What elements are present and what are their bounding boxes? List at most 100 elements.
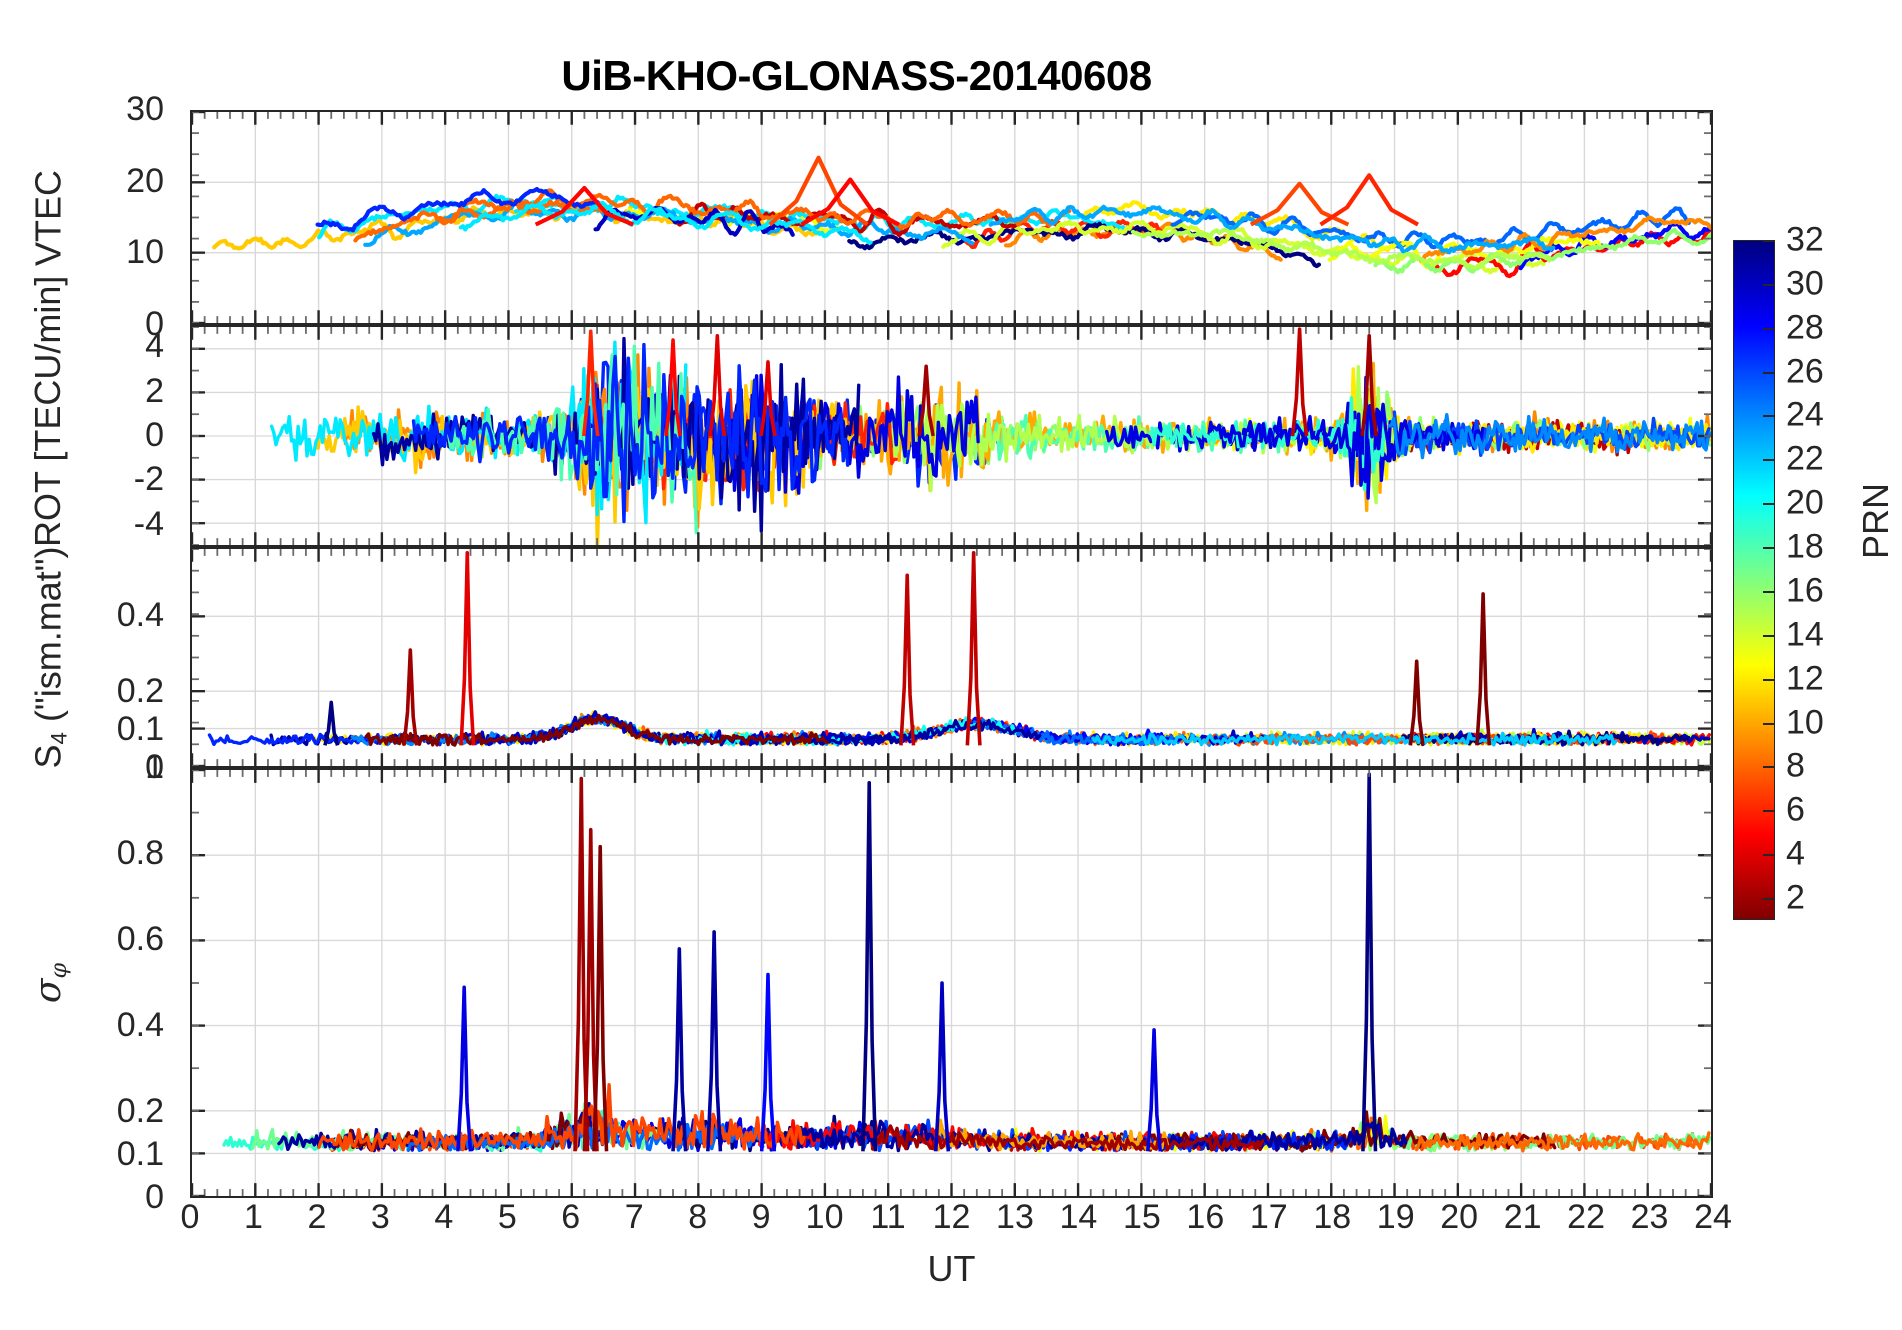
colorbar-tick-mark: [1763, 898, 1774, 901]
panel-rot-ylabel: ROT [TECU/min]: [27, 275, 68, 547]
prn-spike: [768, 155, 869, 227]
panel-sigmaphi: [190, 768, 1713, 1198]
x-axis-tick-labels: 0 1 2 3 4 5 6 7 8 9 10 11 12 13 14 15 16 17 18 19 20 21 22 23 24: [181, 1198, 1732, 1244]
prn-trace: [446, 344, 699, 535]
x-axis-tick-label: 23: [1630, 1198, 1669, 1236]
prn-spike: [861, 780, 878, 1152]
panel-vtec: [190, 110, 1713, 325]
prn-spike: [759, 360, 777, 437]
prn-spike: [1249, 181, 1350, 227]
figure-title: UiB-KHO-GLONASS-20140608: [561, 52, 1152, 99]
y-axis-tick-label: 1: [145, 748, 164, 786]
colorbar-tick-mark: [1763, 810, 1774, 813]
prn-trace: [988, 204, 1556, 255]
x-axis-tick-label: 20: [1440, 1198, 1479, 1236]
colorbar-tick-mark: [1763, 766, 1774, 769]
x-axis-tick-label: 12: [932, 1198, 971, 1236]
colorbar-tick-mark: [1763, 327, 1774, 330]
prn-trace: [411, 342, 850, 524]
y-axis-tick-label: 0.4: [116, 1006, 164, 1044]
prn-trace: [317, 1083, 806, 1153]
y-axis-tick-label: 2: [145, 371, 164, 410]
x-axis-tick-label: 7: [624, 1198, 644, 1236]
panel-plot-area: [192, 770, 1711, 1196]
prn-trace: [847, 221, 1322, 269]
grid-lines: [192, 112, 1711, 323]
prn-spike: [917, 364, 935, 437]
x-axis-tick-label: 24: [1694, 1198, 1732, 1236]
prn-spike: [1475, 592, 1492, 746]
prn-spike: [671, 947, 688, 1152]
colorbar-tick-label: 10: [1786, 703, 1824, 742]
colorbar-tick-label: 24: [1786, 395, 1824, 434]
prn-trace: [353, 198, 628, 243]
prn-trace: [1208, 402, 1485, 488]
x-axis-tick-label: 13: [996, 1198, 1034, 1236]
prn-spike: [1290, 327, 1309, 437]
prn-spike: [664, 338, 682, 437]
prn-spike: [1361, 772, 1378, 1152]
data-traces: [222, 772, 1711, 1153]
x-axis-tick-label: 8: [688, 1198, 708, 1236]
prn-spike: [323, 700, 340, 746]
x-axis-tick-label: 17: [1249, 1198, 1288, 1236]
prn-spike: [706, 930, 723, 1152]
colorbar-gradient: [1734, 241, 1774, 919]
x-axis-tick-label: 15: [1122, 1198, 1161, 1236]
colorbar-tick-mark: [1763, 415, 1774, 418]
panel-plot-area: [192, 112, 1711, 323]
x-axis-tick-label: 19: [1376, 1198, 1415, 1236]
panel-rot: [190, 325, 1713, 547]
prn-spike: [933, 981, 951, 1152]
tick-marks: [192, 327, 1711, 545]
prn-spike: [1408, 659, 1425, 746]
y-axis-tick-label: 0.2: [116, 1092, 164, 1130]
x-axis-tick-label: 1: [243, 1198, 263, 1236]
tick-marks: [192, 112, 1711, 323]
x-axis-tick-label: 2: [307, 1198, 327, 1236]
prn-spike: [965, 550, 982, 746]
colorbar-tick-label: 18: [1786, 527, 1824, 566]
prn-spike: [534, 185, 634, 227]
panel-s4: [190, 547, 1713, 768]
colorbar-tick-label: 30: [1786, 264, 1824, 303]
colorbar-tick-mark: [1763, 283, 1774, 286]
panel-s4-ylabel: S4 ("ism.mat"): [27, 546, 72, 768]
colorbar-tick-label: 2: [1786, 878, 1805, 917]
prn-trace: [1387, 413, 1711, 460]
y-axis-tick-label: 0.8: [116, 834, 164, 872]
colorbar-tick-mark: [1763, 678, 1774, 681]
prn-spike: [581, 329, 600, 437]
colorbar-tick-label: 20: [1786, 483, 1824, 522]
y-axis-tick-label: 0.4: [116, 595, 164, 634]
colorbar-tick-mark: [1763, 371, 1774, 374]
data-traces: [269, 327, 1711, 545]
x-axis-tick-label: 3: [370, 1198, 390, 1236]
colorbar-tick-mark: [1763, 547, 1774, 550]
colorbar-tick-label: 8: [1786, 746, 1805, 785]
colorbar-tick-label: 26: [1786, 352, 1824, 391]
colorbar-tick-mark: [1763, 503, 1774, 506]
prn-spike: [1319, 173, 1420, 227]
colorbar-tick-label: 4: [1786, 834, 1805, 873]
x-axis-tick-label: 11: [870, 1198, 906, 1236]
panel-rot-ytick-labels: 4 2 0 -2 -4: [0, 325, 178, 547]
prn-trace: [1414, 1131, 1711, 1153]
x-axis-tick-label: 22: [1567, 1198, 1605, 1236]
prn-spike: [1360, 333, 1378, 437]
x-axis-tick-label: 10: [805, 1198, 844, 1236]
tick-marks: [192, 549, 1711, 766]
tick-marks: [192, 770, 1711, 1196]
prn-trace: [364, 713, 829, 747]
prn-trace: [972, 718, 1176, 747]
x-axis-tick-label: 21: [1503, 1198, 1542, 1236]
grid-lines: [192, 770, 1711, 1196]
y-axis-tick-label: 10: [126, 233, 164, 272]
colorbar-tick-mark: [1763, 634, 1774, 637]
colorbar-tick-label: 6: [1786, 790, 1805, 829]
y-axis-tick-label: 30: [126, 90, 164, 128]
y-axis-tick-label: 0.6: [116, 920, 164, 958]
panel-s4-ytick-labels: 0.4 0.2 0.1 0: [0, 547, 178, 784]
y-axis-tick-label: 0.1: [116, 1135, 164, 1173]
